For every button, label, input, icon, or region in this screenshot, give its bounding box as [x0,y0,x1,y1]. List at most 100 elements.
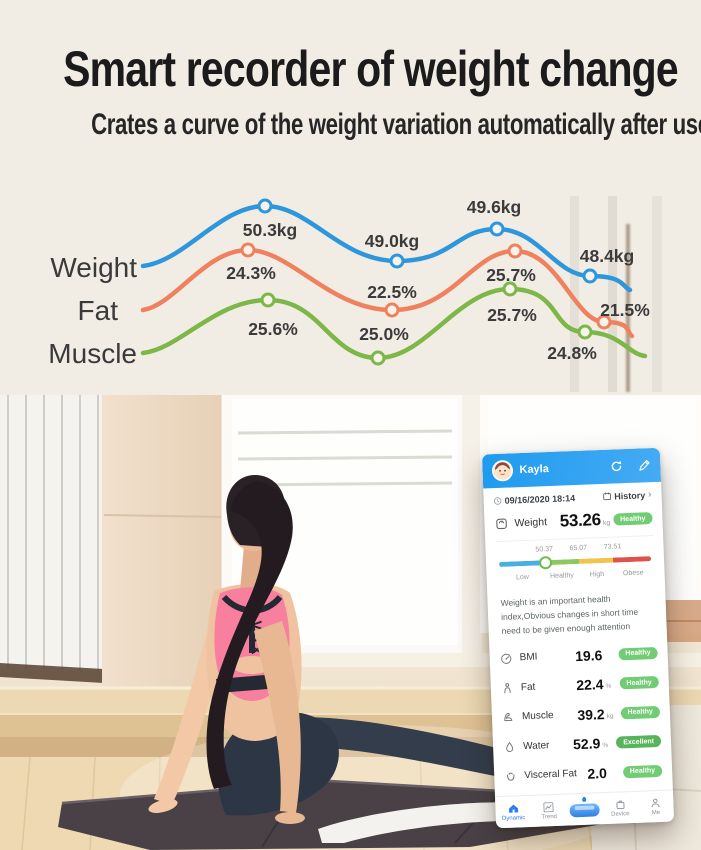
legend-weight: Weight [50,252,137,283]
nav-label: Dynamic [501,815,526,823]
record-date-row: 09/16/2020 18:14 History › [483,482,662,510]
device-icon [616,800,625,810]
metric-value: 2.0 [587,764,608,782]
weight-row[interactable]: Weight 53.26 kg Healthy [484,503,663,539]
woman-figure: VSX VSX [148,475,650,843]
fat-icon [504,682,511,694]
fat-point-label: 24.3% [226,263,276,283]
white-cloth [318,802,552,843]
range-marker [538,555,552,570]
phone-app-card: Kayla 09/16/2020 18:14 [481,447,675,829]
weight-trend-chart: Weight Fat Muscle 50.3kg 49.0kg 49.6kg 4… [48,197,650,369]
me-person-icon [651,798,660,808]
weight-point-label: 50.3kg [243,220,297,240]
range-segment-obese [612,556,652,563]
calendar-icon [602,492,611,501]
record-datetime: 09/16/2020 18:14 [504,492,576,506]
history-label: History [614,489,646,502]
muscle-point-label: 25.7% [487,305,537,325]
metric-row-fat[interactable]: Fat 22.4 % Healthy [490,667,669,703]
range-tick: 50.37 [535,545,554,554]
weight-line-markers [257,198,598,284]
nav-item-me[interactable]: Me [638,796,674,816]
refresh-icon[interactable] [609,459,624,474]
window-pillar [462,395,482,657]
fat-point-label: 25.7% [486,265,536,285]
weight-range-indicator: 50.37 65.07 73.51 Low Healthy High Obese [498,542,652,590]
metric-label: Visceral Fat [524,768,578,782]
weight-point-label: 48.4kg [580,246,634,266]
fat-point-label: 22.5% [367,282,417,302]
metric-label: Muscle [521,710,554,723]
nav-item-trend[interactable]: Trend [531,801,567,821]
water-drop-icon [506,741,514,752]
weight-value: 53.26 [559,510,602,531]
metric-unit: % [605,683,612,691]
nav-label: Me [651,809,661,817]
bmi-icon [501,654,512,665]
clock-icon [493,496,502,505]
zone-label: Low [515,573,529,582]
app-header: Kayla [481,447,662,489]
metric-label: Water [522,739,550,752]
metric-row-visceral-fat[interactable]: Visceral Fat 2.0 Healthy [494,756,673,792]
nav-label: Trend [541,813,558,821]
legend-muscle: Muscle [48,338,137,369]
range-bar [499,556,652,567]
ponytail [206,481,293,789]
legend-fat: Fat [78,295,119,326]
user-name: Kayla [519,462,550,477]
chevron-right-icon: › [647,489,652,501]
metric-status-badge: Healthy [619,676,659,690]
metric-label: Fat [520,681,536,694]
visceral-fat-icon [506,772,515,782]
zone-label: High [589,570,605,579]
zone-label: Obese [622,569,644,578]
metric-unit: kg [606,712,614,720]
page-subtitle: Crates a curve of the weight variation a… [91,108,701,141]
nav-item-measure[interactable] [566,796,602,818]
metric-status-badge: Healthy [620,705,661,720]
metric-row-bmi[interactable]: BMI 19.6 Healthy [489,638,668,674]
metric-value: 39.2 [577,705,605,723]
muscle-line-markers [260,281,593,366]
weight-point-label: 49.0kg [365,231,419,251]
weight-unit: kg [602,519,611,527]
edit-icon[interactable] [637,458,652,473]
nav-item-device[interactable]: Device [602,798,638,818]
muscle-point-label: 24.8% [547,343,597,363]
avatar[interactable] [491,459,514,482]
right-arm [254,621,301,813]
trend-chart-icon [543,802,554,813]
weight-label: Weight [514,516,548,530]
home-icon [508,804,518,813]
muscle-point-label: 25.0% [359,324,409,344]
fat-line-markers [240,242,612,330]
metric-value: 52.9 [572,735,601,753]
metric-status-badge: Excellent [616,735,662,749]
metric-unit: % [602,742,609,750]
metric-label: BMI [519,651,538,664]
metric-status-badge: Healthy [618,646,658,661]
range-tick: 73.51 [603,543,622,551]
muscle-icon [504,713,513,722]
zone-label: Healthy [549,572,574,581]
metric-value: 19.6 [574,646,603,664]
nav-label: Device [611,811,630,818]
metric-value: 22.4 [575,676,604,694]
page-title: Smart recorder of weight change [63,41,679,97]
range-segment-low [499,560,545,567]
scale-measure-icon [569,796,600,817]
drop-icon [582,796,587,802]
scale-icon [496,518,507,530]
metric-status-badge: Healthy [622,764,663,779]
weight-description: Weight is an important health index,Obvi… [500,593,639,636]
metric-row-water[interactable]: Water 52.9 % Excellent [493,726,672,762]
bottom-navbar: Dynamic Trend [495,789,675,829]
nav-item-dynamic[interactable]: Dynamic [495,802,531,822]
history-button[interactable]: History › [602,489,652,502]
weight-status-badge: Healthy [612,512,653,526]
metric-row-muscle[interactable]: Muscle 39.2 kg Healthy [491,697,670,733]
range-segment-high [578,557,614,564]
